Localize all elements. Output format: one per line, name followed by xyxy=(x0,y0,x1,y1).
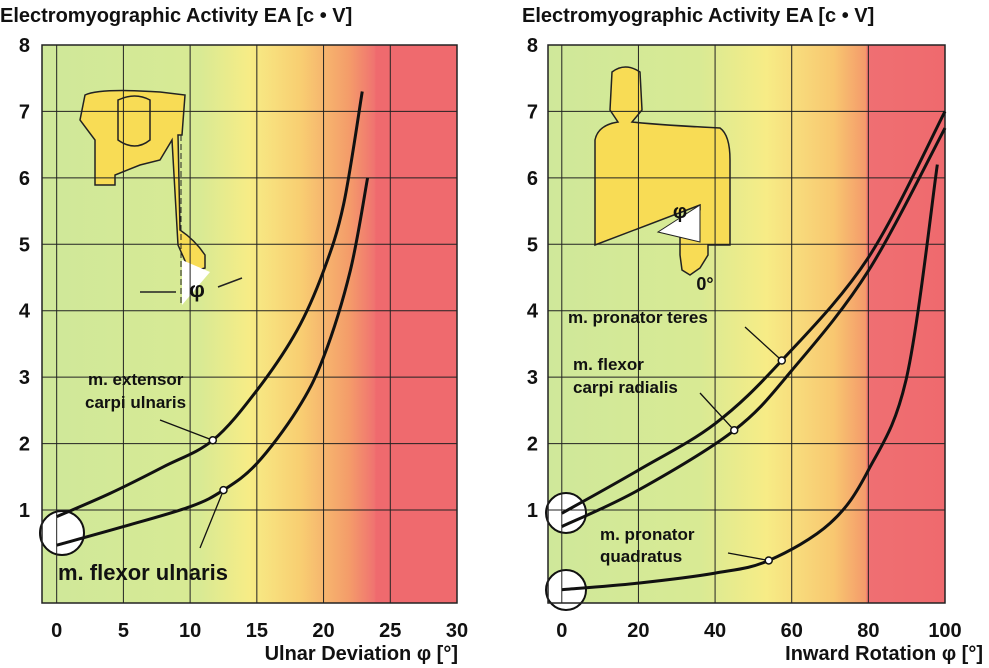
x-tick-label: 20 xyxy=(312,620,334,642)
y-tick-label: 2 xyxy=(527,434,538,456)
x-tick-label: 0 xyxy=(556,620,567,642)
x-tick-label: 10 xyxy=(179,620,201,642)
x-tick-label: 30 xyxy=(446,620,468,642)
chart: 12345678051015202530Electromyographic Ac… xyxy=(0,0,989,668)
chart-title: Electromyographic Activity EA [c • V] xyxy=(522,5,874,27)
y-tick-label: 1 xyxy=(527,500,538,522)
y-tick-label: 7 xyxy=(19,101,30,123)
series-label: m. flexor xyxy=(573,355,644,374)
y-tick-label: 2 xyxy=(19,434,30,456)
point-marker xyxy=(765,557,772,564)
y-tick-label: 7 xyxy=(527,101,538,123)
series-label: carpi radialis xyxy=(573,378,678,397)
series-label: carpi ulnaris xyxy=(85,393,186,412)
y-tick-label: 3 xyxy=(527,367,538,389)
series-label: m. extensor xyxy=(88,370,184,389)
y-tick-label: 8 xyxy=(19,35,30,57)
series-label: m. pronator xyxy=(600,525,695,544)
y-tick-label: 4 xyxy=(527,301,539,323)
x-tick-label: 60 xyxy=(781,620,803,642)
x-axis-label: Inward Rotation φ [°] xyxy=(785,643,983,665)
x-tick-label: 0 xyxy=(51,620,62,642)
series-label: m. flexor ulnaris xyxy=(58,560,228,585)
y-tick-label: 4 xyxy=(19,301,31,323)
point-marker xyxy=(731,427,738,434)
point-marker xyxy=(220,487,227,494)
point-marker xyxy=(209,437,216,444)
y-tick-label: 6 xyxy=(19,168,30,190)
x-tick-label: 25 xyxy=(379,620,401,642)
panel: 1 2 3 4 5 6 7 8 0 5 10 15 20 25 30 Electromyographic Ac… xyxy=(0,5,468,665)
y-tick-label: 3 xyxy=(19,367,30,389)
x-axis-label: Ulnar Deviation φ [°] xyxy=(265,643,458,665)
start-circle xyxy=(40,511,84,555)
figure-label: φ xyxy=(673,201,687,223)
y-tick-label: 8 xyxy=(527,35,538,57)
series-label: m. pronator teres xyxy=(568,308,708,327)
start-circle xyxy=(546,493,586,533)
series-label: quadratus xyxy=(600,547,682,566)
y-tick-label: 5 xyxy=(527,234,538,256)
x-tick-label: 20 xyxy=(627,620,649,642)
x-tick-label: 100 xyxy=(928,620,961,642)
figure-label: φ xyxy=(189,277,205,302)
y-tick-label: 6 xyxy=(527,168,538,190)
x-tick-label: 5 xyxy=(118,620,129,642)
x-tick-label: 40 xyxy=(704,620,726,642)
y-tick-label: 5 xyxy=(19,234,30,256)
point-marker xyxy=(778,357,785,364)
figure-label: 0° xyxy=(696,274,713,294)
x-tick-label: 15 xyxy=(246,620,268,642)
chart-title: Electromyographic Activity EA [c • V] xyxy=(0,5,352,27)
x-tick-label: 80 xyxy=(857,620,879,642)
y-tick-label: 1 xyxy=(19,500,30,522)
